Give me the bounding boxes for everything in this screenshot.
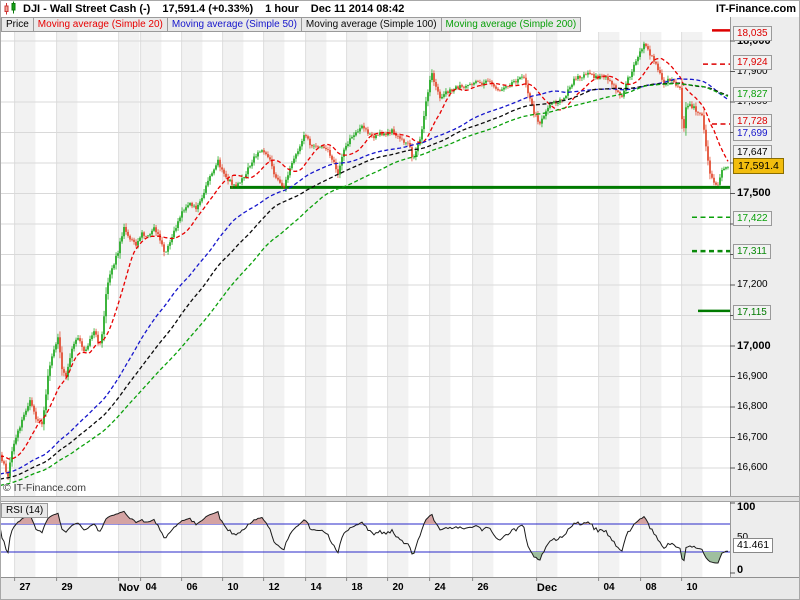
time-label: 20	[392, 582, 404, 593]
price-tick-label: 17,000	[737, 339, 771, 352]
level-label: 17,924	[733, 55, 772, 70]
time-label: 26	[477, 582, 489, 593]
candles-up	[9, 41, 729, 483]
level-label: 17,311	[733, 244, 771, 259]
level-label: 17,422	[733, 211, 772, 226]
level-label: 17,115	[733, 305, 771, 320]
price-tick-label: 16,800	[737, 401, 768, 412]
title-bar: DJI - Wall Street Cash (-) 17,591.4 (+0.…	[0, 0, 800, 17]
watermark: © IT-Finance.com	[3, 482, 87, 494]
price-tick-label: 17,500	[737, 187, 771, 199]
time-label: 27	[19, 582, 31, 593]
legend-ma-20[interactable]: Moving average (Simple 20)	[32, 17, 168, 32]
instrument-title: DJI - Wall Street Cash (-)	[23, 2, 151, 15]
time-label: Dec	[536, 582, 558, 594]
legend-ma-50[interactable]: Moving average (Simple 50)	[166, 17, 302, 32]
rsi-axis-100: 100	[737, 501, 756, 513]
legend-price[interactable]: Price	[1, 17, 34, 32]
time-label: 14	[310, 582, 322, 593]
time-label: 18	[351, 582, 363, 593]
current-price-label: 17,591.4	[733, 158, 784, 174]
rsi-current-value: 41.461	[733, 538, 774, 553]
price-tick-label: 16,600	[737, 462, 768, 473]
level-label: 18,035	[733, 26, 772, 41]
ma-100-line	[1, 82, 729, 480]
legend-ma-list: Moving average (Simple 20) Moving average…	[32, 17, 582, 34]
last-price-change: 17,591.4 (+0.33%)	[162, 2, 254, 15]
rsi-indicator-label[interactable]: RSI (14)	[1, 503, 49, 518]
rsi-axis-50: 50	[737, 532, 748, 543]
level-label: 17,699	[733, 126, 772, 141]
datetime-label: Dec 11 2014 08:42	[310, 2, 405, 15]
time-label: 06	[186, 582, 198, 593]
price-axis[interactable]	[730, 17, 800, 577]
panel-divider[interactable]	[0, 496, 800, 502]
time-label: 12	[268, 582, 280, 593]
legend-row: Price Moving average (Simple 20) Moving av…	[1, 17, 582, 34]
legend-ma-200[interactable]: Moving average (Simple 200)	[440, 17, 582, 32]
time-label: 29	[61, 582, 73, 593]
timeframe-label: 1 hour	[265, 2, 299, 15]
candlestick-icon	[3, 1, 18, 16]
time-label: Nov	[118, 582, 140, 594]
time-axis[interactable]	[0, 577, 800, 599]
time-label: 10	[686, 582, 698, 593]
time-label: 04	[603, 582, 615, 593]
price-tick-label: 16,700	[737, 431, 768, 443]
overlay-layer	[14, 29, 735, 581]
time-label: 10	[227, 582, 239, 593]
price-tick-label: 17,200	[737, 279, 768, 290]
ma-200-line	[1, 82, 729, 486]
price-tick-label: 17,900	[737, 65, 768, 77]
brand-link[interactable]: IT-Finance.com	[715, 2, 796, 15]
rsi-axis-0: 0	[737, 564, 744, 576]
level-label: 17,827	[733, 87, 772, 102]
price-tick-label: 16,900	[737, 370, 768, 382]
rsi-plot-layer	[1, 502, 730, 577]
time-label: 24	[434, 582, 446, 593]
legend-ma-100[interactable]: Moving average (Simple 100)	[300, 17, 442, 32]
time-label: 08	[645, 582, 657, 593]
rsi-line	[1, 510, 729, 564]
time-label: 04	[145, 582, 157, 593]
main-plot-layer	[1, 32, 730, 497]
